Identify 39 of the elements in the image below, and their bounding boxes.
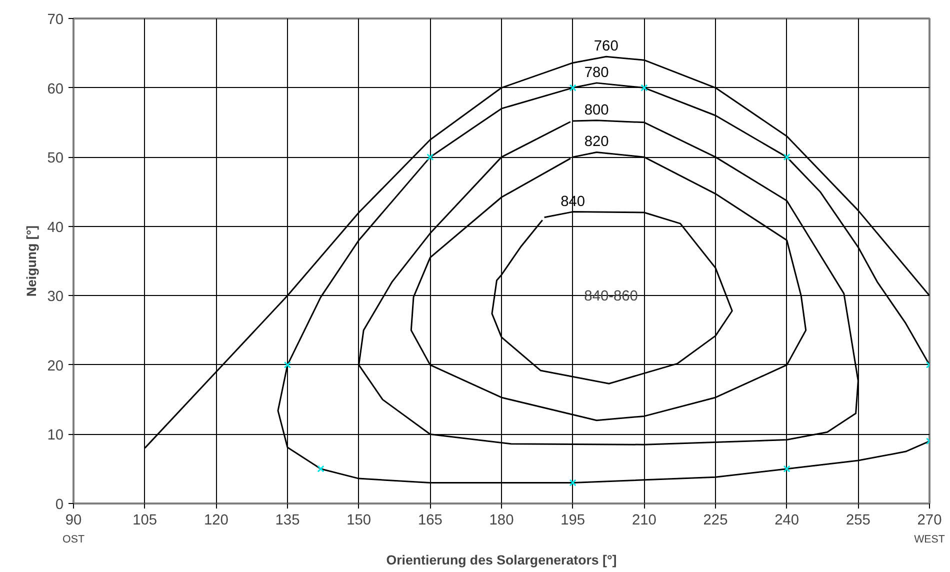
point	[640, 84, 648, 92]
point	[426, 153, 434, 161]
y-tick-label: 70	[47, 12, 64, 28]
y-tick-label: 60	[47, 81, 64, 98]
point	[284, 361, 292, 369]
y-axis-title: Neigung [°]	[24, 225, 40, 297]
series-label: 820	[584, 134, 609, 150]
series-label: 780	[584, 64, 609, 81]
x-tick-label: 135	[275, 512, 300, 528]
line-series	[491, 211, 733, 384]
x-tick-label: 195	[560, 512, 586, 528]
y-tick-label: 0	[55, 497, 64, 513]
point	[569, 84, 576, 92]
series-label: 760	[594, 38, 618, 55]
x-tick-label: 165	[418, 512, 442, 528]
y-tick-label: 30	[47, 289, 64, 306]
x-tick-label: 120	[204, 512, 228, 528]
x-tick-label: 225	[703, 512, 728, 528]
series-label: 800	[584, 102, 609, 118]
text: WEST	[914, 534, 946, 546]
text: OST	[62, 534, 85, 546]
x-tick-label: 240	[774, 512, 800, 528]
x-axis-title: Orientierung des Solargenerators [°]	[386, 552, 617, 568]
point	[783, 465, 790, 472]
line-series	[410, 151, 807, 422]
point	[317, 465, 324, 472]
x-tick-label: 150	[346, 512, 372, 528]
y-tick-label: 50	[47, 150, 64, 167]
y-tick-label: 10	[47, 428, 64, 444]
point	[783, 153, 790, 161]
y-tick-label: 20	[47, 358, 64, 374]
x-tick-label: 180	[489, 512, 514, 528]
point	[569, 479, 576, 486]
x-tick-label: 90	[65, 512, 82, 528]
x-tick-label: 210	[632, 512, 656, 528]
x-tick-label: 270	[917, 512, 942, 528]
x-tick-label: 255	[846, 512, 870, 528]
x-tick-label: 105	[132, 512, 158, 528]
y-tick-label: 40	[47, 220, 64, 236]
